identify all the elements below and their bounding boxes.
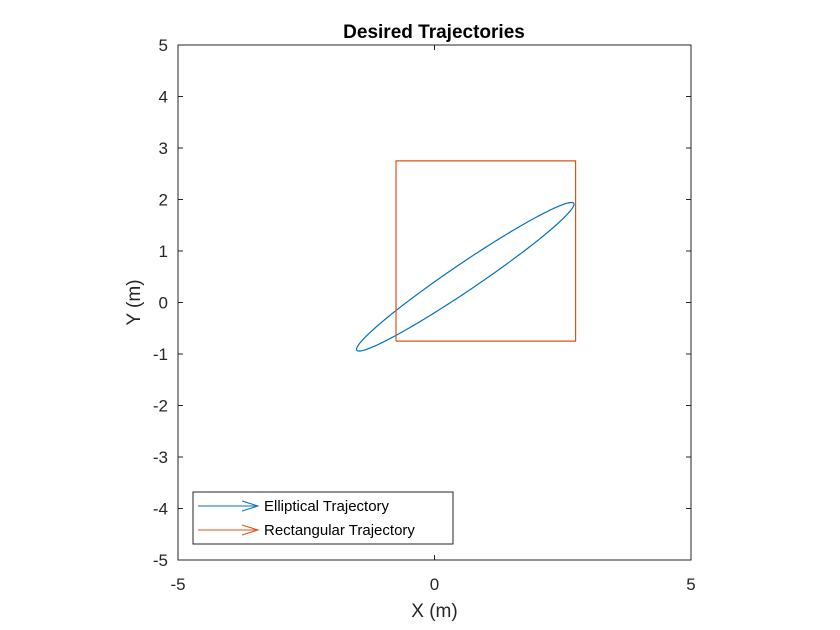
- series-line-rectangular: [395, 160, 577, 342]
- legend-box: [192, 491, 454, 545]
- y-tick-label: 2: [159, 191, 168, 210]
- chart-title: Desired Trajectories: [343, 22, 525, 43]
- plot-area: [177, 44, 692, 561]
- y-tick-labels: 5 4 3 2 1 0 -1 -2 -3 -4 -5: [153, 36, 168, 570]
- y-tick-label: 0: [159, 294, 168, 313]
- y-tick-label: -1: [153, 345, 168, 364]
- legend: Elliptical Trajectory Rectangular Trajec…: [192, 491, 454, 545]
- y-axis-label: Y (m): [124, 279, 145, 325]
- legend-arrowhead-elliptical: [241, 500, 260, 512]
- series-line-elliptical: [355, 201, 575, 352]
- y-tick-label: 1: [159, 242, 168, 261]
- ticks: [177, 44, 692, 561]
- legend-label-elliptical: Elliptical Trajectory: [264, 498, 390, 515]
- axes-box: [177, 44, 692, 561]
- series-layer: [355, 160, 577, 352]
- y-tick-label: 5: [159, 36, 168, 55]
- x-tick-label: -5: [170, 575, 185, 594]
- x-tick-labels: -5 0 5: [170, 575, 695, 594]
- y-tick-label: -4: [153, 500, 168, 519]
- y-tick-label: -3: [153, 448, 168, 467]
- x-tick-label: 5: [686, 575, 695, 594]
- y-tick-label: -2: [153, 397, 168, 416]
- legend-label-rectangular: Rectangular Trajectory: [264, 522, 415, 539]
- x-tick-label: 0: [430, 575, 439, 594]
- x-axis-label: X (m): [411, 601, 457, 622]
- y-tick-label: 3: [159, 139, 168, 158]
- legend-arrowhead-rectangular: [241, 524, 260, 536]
- y-tick-label: -5: [153, 551, 168, 570]
- y-tick-label: 4: [159, 88, 168, 107]
